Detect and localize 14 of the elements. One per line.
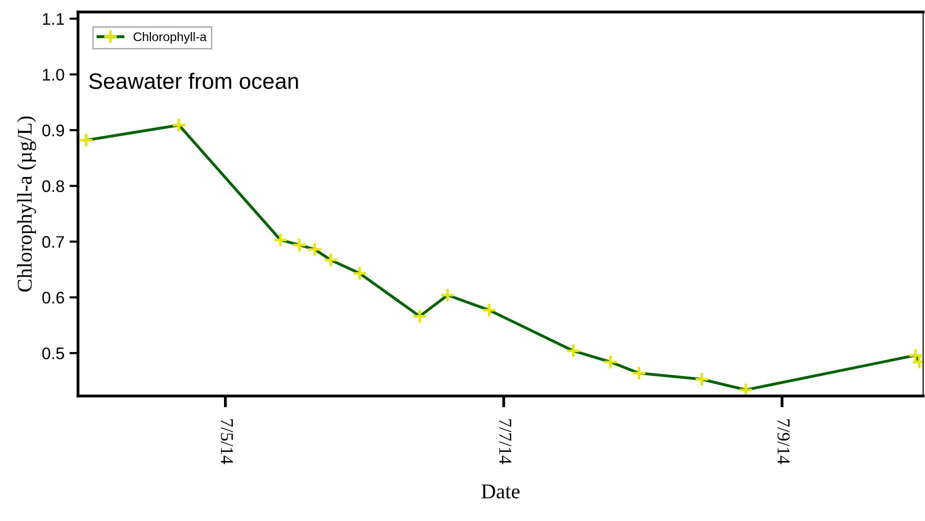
y-tick-label: 0.5 [42, 347, 64, 360]
x-tick-label: 7/5/14 [220, 419, 233, 464]
y-axis-title: Chlorophyll-a (µg/L) [17, 116, 36, 292]
x-tick-label: 7/7/14 [499, 419, 512, 464]
y-tick-label: 0.8 [42, 180, 64, 192]
y-tick-label: 0.9 [42, 124, 64, 136]
y-tick-label: 0.7 [42, 236, 64, 248]
x-axis-title: Date [482, 484, 520, 498]
y-tick-label: 0.6 [42, 292, 64, 304]
annotation: Seawater from ocean [89, 72, 298, 90]
x-tick-label: 7/9/14 [778, 419, 790, 464]
legend-label: Chlorophyll-a [134, 32, 207, 44]
y-tick-label: 1.1 [42, 13, 64, 25]
y-tick-label: 1.0 [42, 68, 64, 81]
